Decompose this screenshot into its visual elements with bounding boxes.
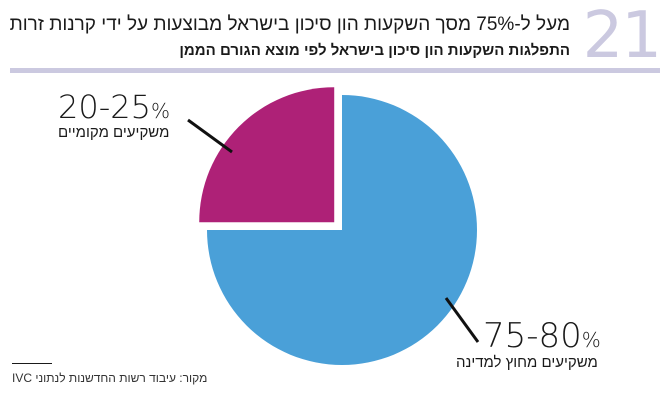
- local-label-name: משקיעים מקומיים: [58, 124, 170, 141]
- local-label-value: 20-25%: [58, 90, 170, 128]
- foreign-label-name: משקיעים מחוץ למדינה: [456, 354, 598, 371]
- chart-subtitle: התפלגות השקעות הון סיכון בישראל לפי מוצא…: [179, 42, 570, 59]
- local-range: 20-25: [58, 88, 151, 126]
- pie-slice-foreign-investors: [207, 95, 477, 365]
- source-divider: [12, 363, 52, 364]
- figure-number: 21: [582, 0, 662, 73]
- leader-line-foreign: [444, 297, 480, 343]
- header-divider: [10, 68, 660, 73]
- chart-title: מעל ל-75% מסך השקעות הון סיכון בישראל מב…: [9, 14, 570, 35]
- foreign-percent-sign: %: [581, 328, 601, 352]
- leader-line-local: [187, 118, 233, 154]
- local-percent-sign: %: [150, 99, 170, 123]
- foreign-label-value: 75-80%: [483, 318, 601, 358]
- pie-slice-local-investors: [199, 87, 335, 223]
- foreign-range: 75-80: [483, 316, 582, 356]
- source-note: מקור: עיבוד רשות החדשנות לנתוני IVC: [12, 371, 208, 385]
